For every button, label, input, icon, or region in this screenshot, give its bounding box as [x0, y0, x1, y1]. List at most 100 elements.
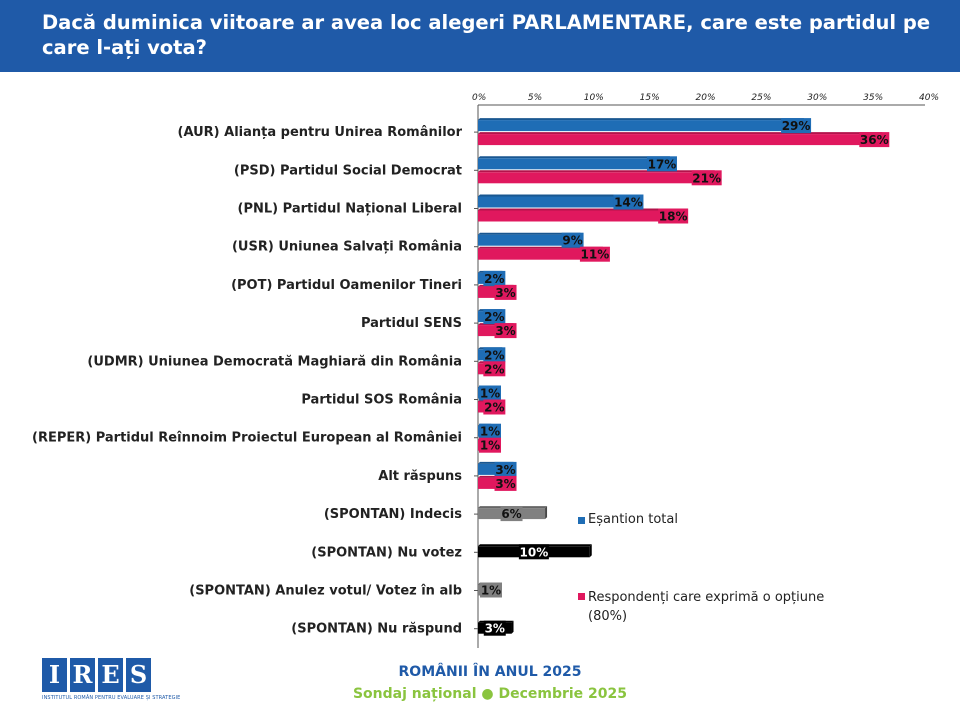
data-label-total: 2% [484, 348, 504, 362]
x-tick-label: 25% [751, 93, 771, 103]
bar-spontan-side [511, 620, 514, 634]
footer-title: ROMÂNII ÎN ANUL 2025 [398, 664, 582, 680]
header-banner: Dacă duminica viitoare ar avea loc alege… [0, 0, 960, 72]
data-label-decided: 1% [480, 439, 500, 453]
chart: 0% 5% 10% 15% 20% 25% 30% 35% 40% (AUR) Alianța p… [32, 93, 939, 648]
data-label-total-bg [613, 194, 644, 210]
data-label-total-bg [781, 118, 812, 134]
data-label-total: 9% [562, 234, 582, 248]
data-label-decided-bg [479, 437, 501, 453]
x-tick-label: 40% [919, 93, 939, 103]
category-label: (SPONTAN) Nu răspund [291, 622, 462, 637]
data-label-total: 29% [782, 119, 811, 133]
data-label-spontan: 3% [485, 622, 505, 636]
category-label: (SPONTAN) Indecis [324, 507, 462, 522]
bar-spontan-side [545, 506, 548, 520]
data-label-spontan-bg [483, 620, 506, 636]
data-label-total-bg [561, 232, 584, 248]
data-label-decided: 3% [495, 286, 515, 300]
x-tick-label: 10% [584, 93, 604, 103]
bar-total-top [478, 232, 581, 235]
data-label-spontan-bg [518, 544, 549, 560]
x-tick-label: 20% [696, 93, 716, 103]
footer-subtitle: Sondaj național ● Decembrie 2025 [352, 686, 628, 702]
category-label: (REPER) Partidul Reînnoim Proiectul Euro… [32, 431, 462, 446]
data-label-decided: 21% [692, 171, 721, 185]
data-label-decided: 2% [484, 401, 504, 415]
data-label-total: 1% [480, 387, 500, 401]
logo-letter: E [98, 658, 123, 692]
data-label-total-bg [483, 309, 506, 325]
legend-total-swatch [578, 517, 585, 524]
logo-letter: S [126, 658, 151, 692]
legend-decided-sublabel: (80%) [588, 609, 628, 624]
bar-total [478, 196, 635, 208]
data-label-total: 3% [495, 463, 515, 477]
data-label-spontan-bg [480, 582, 502, 598]
category-label: (UDMR) Uniunea Democrată Maghiară din Ro… [87, 354, 462, 369]
category-label: (USR) Uniunea Salvați România [232, 240, 462, 255]
data-label-total: 1% [480, 425, 500, 439]
category-label: Partidul SOS România [301, 393, 462, 408]
data-label-decided-bg [483, 399, 506, 415]
data-label-decided-bg [658, 208, 689, 224]
data-label-spontan: 10% [520, 545, 549, 559]
category-label: (PSD) Partidul Social Democrat [234, 163, 462, 178]
data-label-total-bg [483, 270, 506, 286]
data-label-decided-bg [494, 284, 517, 300]
bar-total-top [478, 156, 670, 159]
bar-decided-top [478, 208, 682, 211]
data-label-total-bg [479, 423, 501, 439]
category-label: Alt răspuns [378, 469, 462, 484]
data-label-total-bg [479, 385, 501, 401]
data-label-decided-bg [579, 246, 610, 262]
data-label-decided: 3% [495, 477, 515, 491]
data-label-decided-bg [483, 361, 506, 377]
category-label: (AUR) Alianța pentru Unirea Românilor [178, 125, 463, 140]
category-label: (SPONTAN) Anulez votul/ Votez în alb [189, 584, 462, 599]
bar-decided [478, 248, 601, 260]
category-label: Partidul SENS [361, 316, 462, 331]
bar-decided-top [478, 170, 715, 173]
category-label: (SPONTAN) Nu votez [311, 545, 462, 560]
data-label-spontan: 1% [481, 584, 501, 598]
data-label-spontan: 6% [501, 507, 521, 521]
data-label-total-bg [483, 347, 506, 363]
data-label-decided: 3% [495, 324, 515, 338]
page-title: Dacă duminica viitoare ar avea loc alege… [42, 11, 931, 59]
category-label: (PNL) Partidul Național Liberal [238, 202, 462, 217]
data-label-decided: 11% [581, 248, 610, 262]
legend-decided-swatch [578, 593, 585, 600]
category-label: (POT) Partidul Oamenilor Tineri [231, 278, 462, 293]
ires-logo: I R E S INSTITUTUL ROMÂN PENTRU EVALUARE… [42, 658, 181, 708]
data-label-decided-bg [494, 475, 517, 491]
data-label-total: 17% [648, 157, 677, 171]
data-label-total: 2% [484, 310, 504, 324]
bar-total-top [478, 118, 805, 121]
legend-decided: Respondenți care exprimă o opțiune (80%) [578, 588, 878, 626]
bar-decided [478, 210, 680, 222]
x-tick-label: 30% [807, 93, 827, 103]
x-tick-label: 35% [863, 93, 883, 103]
logo-letter: R [70, 658, 95, 692]
logo-letter: I [42, 658, 67, 692]
legend-total: Eșantion total [578, 512, 738, 527]
data-label-decided-bg [494, 323, 517, 339]
x-tick-label: 0% [472, 93, 486, 103]
data-label-decided: 18% [659, 210, 688, 224]
data-label-decided: 36% [860, 133, 889, 147]
data-label-decided: 2% [484, 362, 504, 376]
legend-total-label: Eșantion total [588, 512, 678, 527]
bar-total [478, 158, 668, 170]
logo-subtitle: INSTITUTUL ROMÂN PENTRU EVALUARE ȘI STRA… [42, 695, 181, 701]
legend-decided-label: Respondenți care exprimă o opțiune [588, 590, 825, 605]
bar-decided [478, 172, 713, 184]
bar-total-top [478, 194, 637, 197]
bar-decided-top [478, 132, 883, 135]
x-tick-label: 5% [528, 93, 542, 103]
bar-spontan-side [589, 544, 592, 558]
x-tick-label: 15% [640, 93, 660, 103]
data-label-total: 2% [484, 272, 504, 286]
data-label-decided-bg [859, 132, 890, 148]
data-label-total: 14% [614, 196, 643, 210]
